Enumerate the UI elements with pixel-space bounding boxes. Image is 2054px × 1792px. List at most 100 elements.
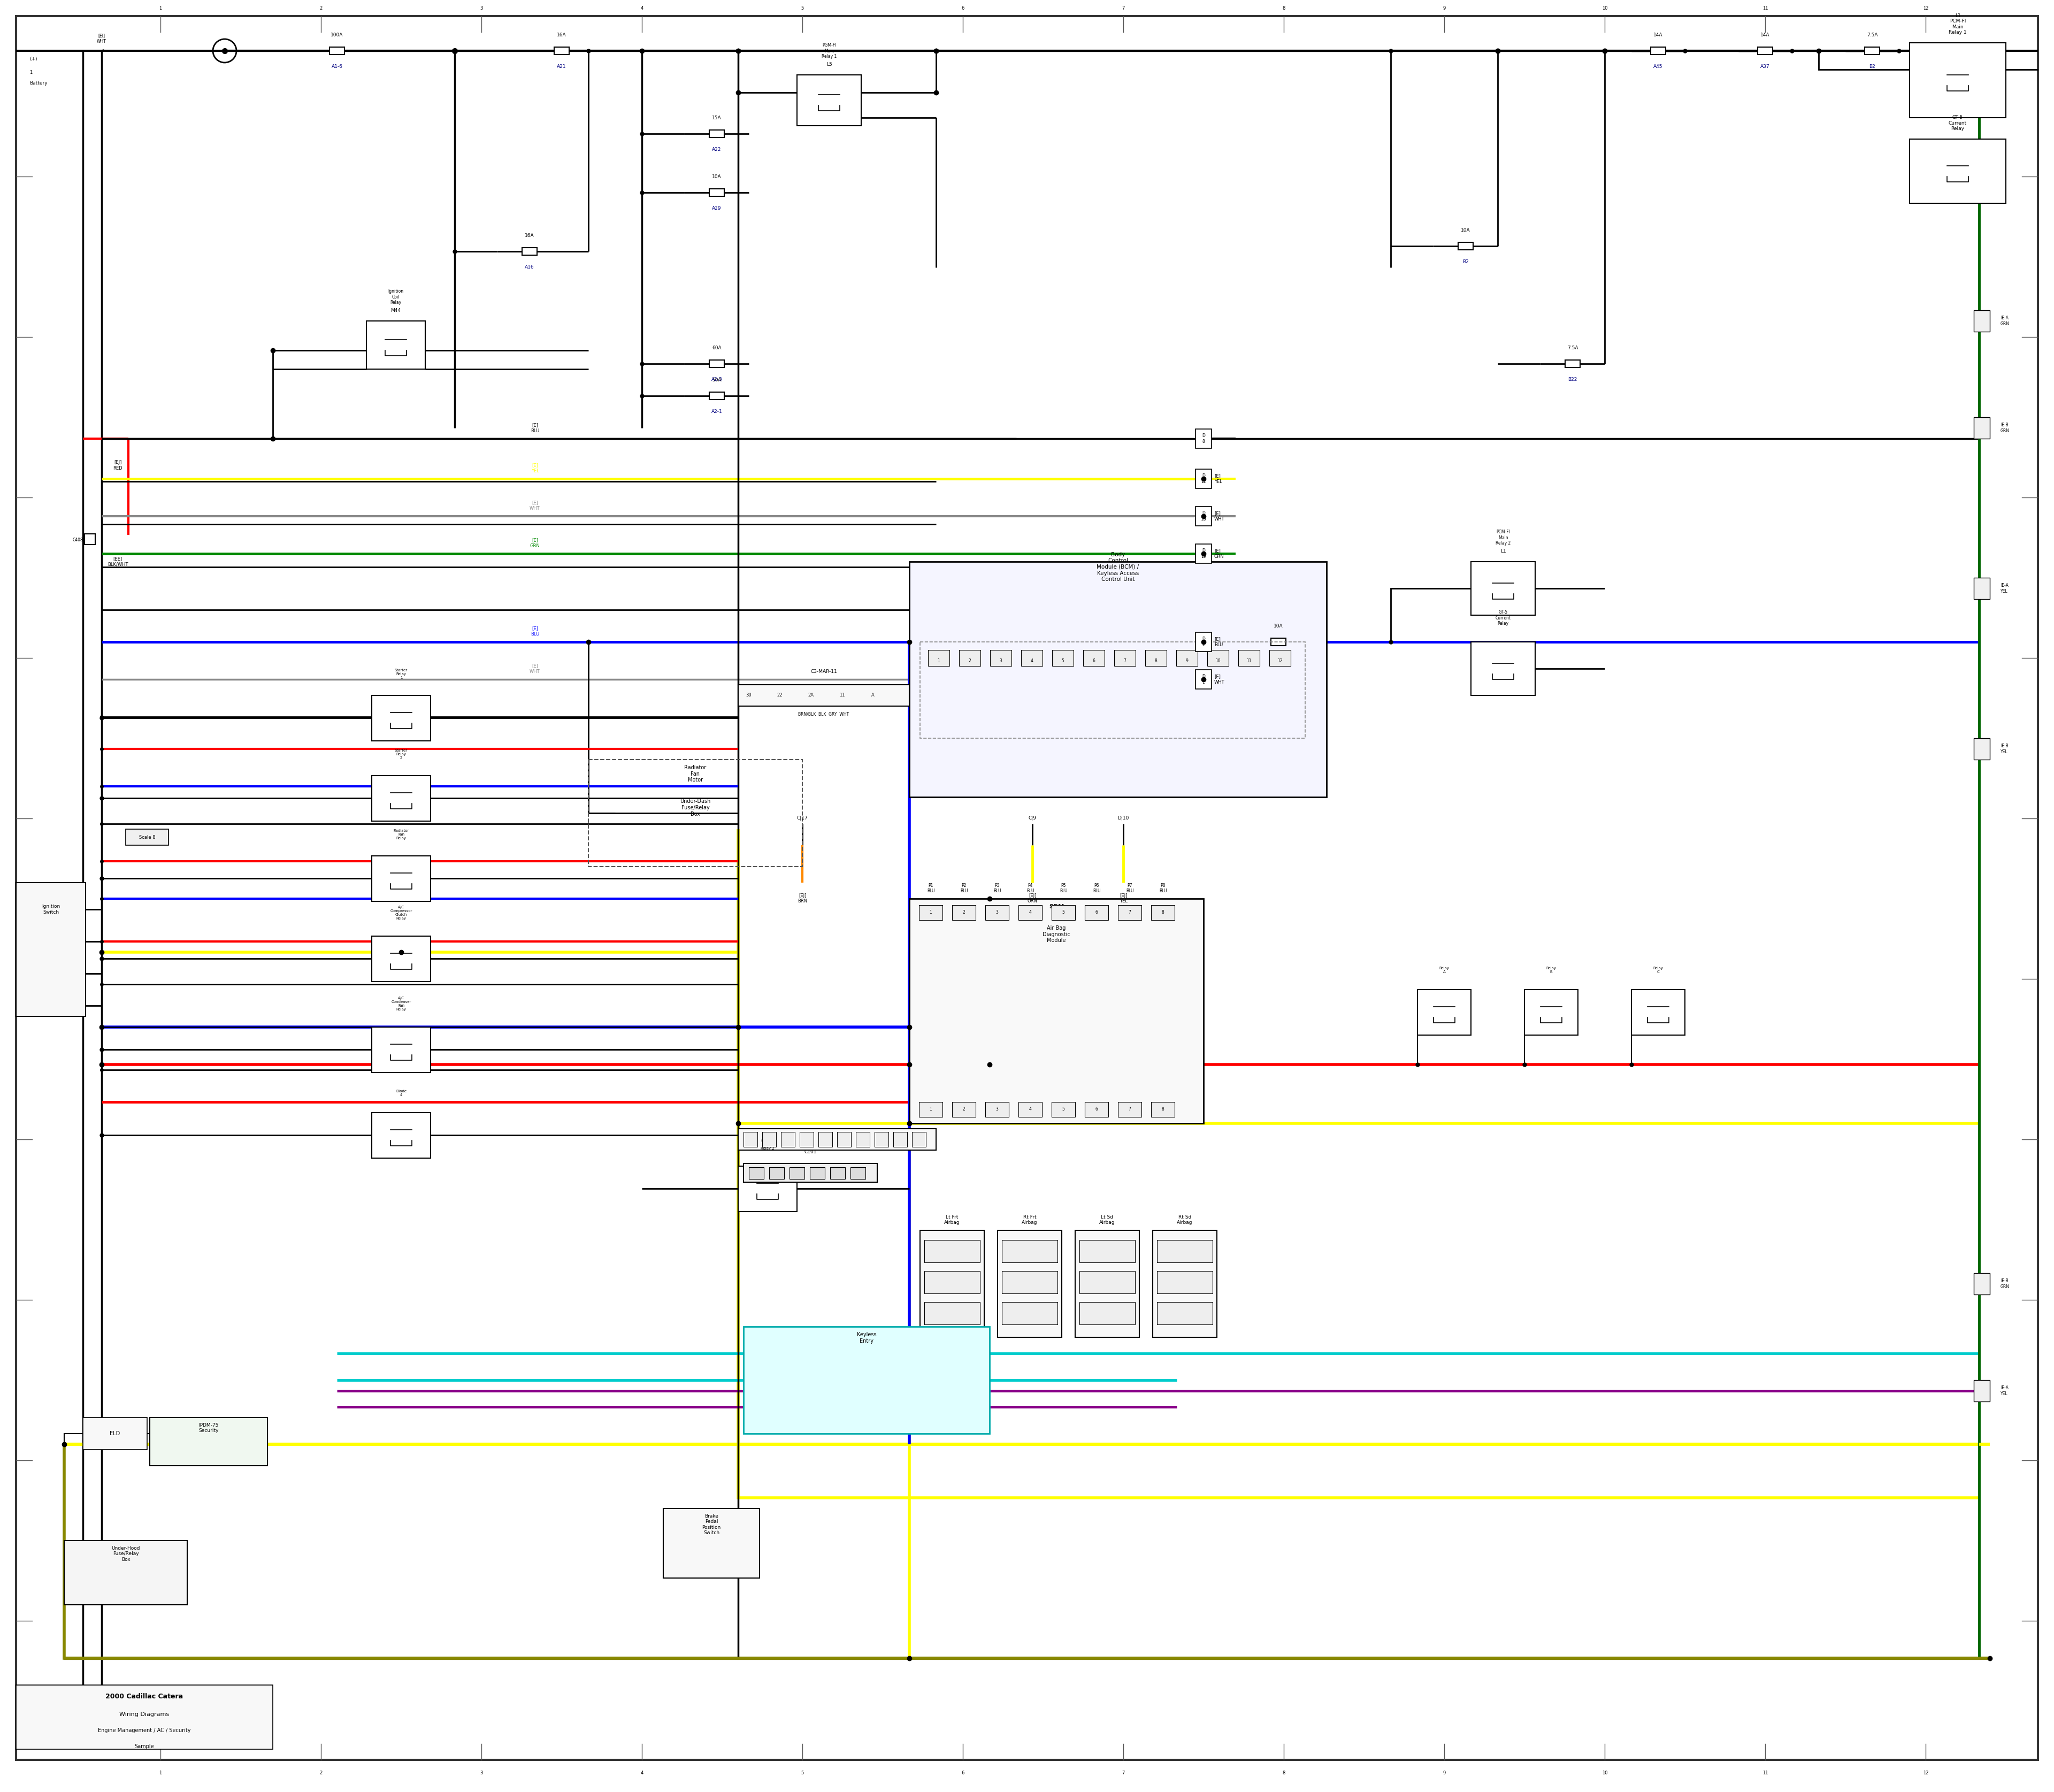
Bar [150, 1417, 267, 1466]
Text: Air Bag
Diagnostic
Module: Air Bag Diagnostic Module [1043, 925, 1070, 943]
Text: C101: C101 [803, 1149, 817, 1154]
Text: Under-Dash
Fuse/Relay
Box: Under-Dash Fuse/Relay Box [680, 799, 711, 817]
Text: A1-6: A1-6 [331, 65, 343, 70]
Bar [744, 1163, 877, 1183]
Bar [1195, 428, 1212, 448]
Text: A29: A29 [713, 206, 721, 211]
Bar [857, 1133, 869, 1147]
Bar [64, 1541, 187, 1606]
Text: 10: 10 [1602, 5, 1608, 11]
Bar [1117, 905, 1142, 919]
Bar [372, 695, 431, 740]
Text: 8: 8 [1282, 5, 1286, 11]
Text: A/C
Compressor
Clutch
Relay: A/C Compressor Clutch Relay [390, 905, 413, 919]
Text: 9: 9 [1185, 658, 1187, 663]
Text: 8: 8 [1282, 1770, 1286, 1776]
Bar [797, 75, 861, 125]
Text: D
1: D 1 [1202, 674, 1206, 685]
Text: Brake
Pedal
Position
Switch: Brake Pedal Position Switch [702, 1514, 721, 1536]
Text: 14A: 14A [1653, 32, 1664, 38]
Text: 100A: 100A [331, 32, 343, 38]
Bar [1195, 507, 1212, 525]
Text: A2-3: A2-3 [711, 376, 723, 382]
Bar [1082, 650, 1105, 667]
Bar [924, 1271, 980, 1294]
Text: Relay
C: Relay C [1653, 966, 1664, 973]
Bar [1974, 418, 1990, 439]
Text: GT-5
Current
Relay: GT-5 Current Relay [1495, 609, 1512, 625]
Bar [372, 776, 431, 821]
Text: D
26: D 26 [1202, 511, 1206, 521]
Text: 2: 2 [963, 1107, 965, 1111]
Bar [1974, 310, 1990, 332]
Text: P6
BLU: P6 BLU [1093, 883, 1101, 894]
Bar [1052, 1102, 1074, 1116]
Bar [1156, 1271, 1212, 1294]
Text: 10A: 10A [1273, 624, 1284, 629]
Bar [986, 905, 1009, 919]
Text: 3: 3 [481, 5, 483, 11]
Text: C|17: C|17 [797, 815, 807, 821]
Text: 8: 8 [1163, 910, 1165, 916]
Bar [709, 392, 725, 400]
Text: Radiator
Fan
Motor: Radiator Fan Motor [684, 765, 707, 783]
Text: C3-MAR-11: C3-MAR-11 [811, 668, 838, 674]
Bar [838, 1133, 850, 1147]
Text: PGM-FI
Main
Relay 1: PGM-FI Main Relay 1 [822, 43, 836, 59]
Text: [EJ]
ORN: [EJ] ORN [1027, 894, 1037, 903]
Text: A: A [871, 694, 875, 697]
Bar [789, 1167, 805, 1179]
Bar [986, 1102, 1009, 1116]
Bar [1974, 1272, 1990, 1294]
Text: [E]
GRN: [E] GRN [1214, 548, 1224, 559]
Text: D
8: D 8 [1202, 434, 1206, 444]
Text: Radiator
Fan
Relay: Radiator Fan Relay [392, 830, 409, 840]
Text: 7: 7 [1124, 658, 1126, 663]
Bar [1150, 905, 1175, 919]
Bar [875, 1133, 889, 1147]
Text: 5: 5 [1062, 1107, 1064, 1111]
Bar [737, 1167, 797, 1211]
Text: IPDM-75
Security: IPDM-75 Security [199, 1423, 218, 1434]
Text: [EJ]
YEL: [EJ] YEL [1119, 894, 1128, 903]
Bar [1152, 1231, 1216, 1337]
Bar [1177, 650, 1197, 667]
Bar [16, 883, 86, 1016]
Text: Sample: Sample [136, 1744, 154, 1749]
Bar [781, 1133, 795, 1147]
Bar [924, 1303, 980, 1324]
Bar [82, 1417, 148, 1450]
Text: P3
BLU: P3 BLU [994, 883, 1000, 894]
Bar [1156, 1240, 1212, 1262]
Text: D
19: D 19 [1202, 548, 1206, 559]
Text: 10A: 10A [1460, 228, 1471, 233]
Text: P5
BLU: P5 BLU [1060, 883, 1068, 894]
Text: 7.5A: 7.5A [1867, 32, 1877, 38]
Text: 11: 11 [840, 694, 844, 697]
Bar [1002, 1240, 1058, 1262]
Text: 11: 11 [1762, 5, 1768, 11]
Text: 1: 1 [158, 5, 162, 11]
Text: 2000 Cadillac Catera: 2000 Cadillac Catera [105, 1693, 183, 1701]
Text: Battery: Battery [29, 81, 47, 86]
Text: 14A: 14A [1760, 32, 1771, 38]
Text: 1: 1 [930, 1107, 933, 1111]
Bar [1239, 650, 1259, 667]
Text: 2: 2 [320, 5, 322, 11]
Bar [737, 1129, 937, 1150]
Text: 1: 1 [937, 658, 941, 663]
Text: P2
BLU: P2 BLU [959, 883, 967, 894]
Text: 12: 12 [1278, 658, 1282, 663]
Text: 6: 6 [961, 5, 963, 11]
Text: 60A: 60A [713, 346, 721, 351]
Text: Relay
A: Relay A [1440, 966, 1450, 973]
Text: Starter
Relay
1: Starter Relay 1 [394, 668, 407, 679]
Bar [1156, 1303, 1212, 1324]
Text: 9: 9 [1442, 5, 1446, 11]
Text: Scale 8: Scale 8 [140, 835, 156, 840]
Bar [1417, 989, 1471, 1036]
Text: 10: 10 [1216, 658, 1220, 663]
Text: A/C
Condenser
Fan
Relay: A/C Condenser Fan Relay [390, 996, 411, 1011]
Text: 1: 1 [101, 48, 105, 52]
Text: (+): (+) [29, 56, 37, 61]
